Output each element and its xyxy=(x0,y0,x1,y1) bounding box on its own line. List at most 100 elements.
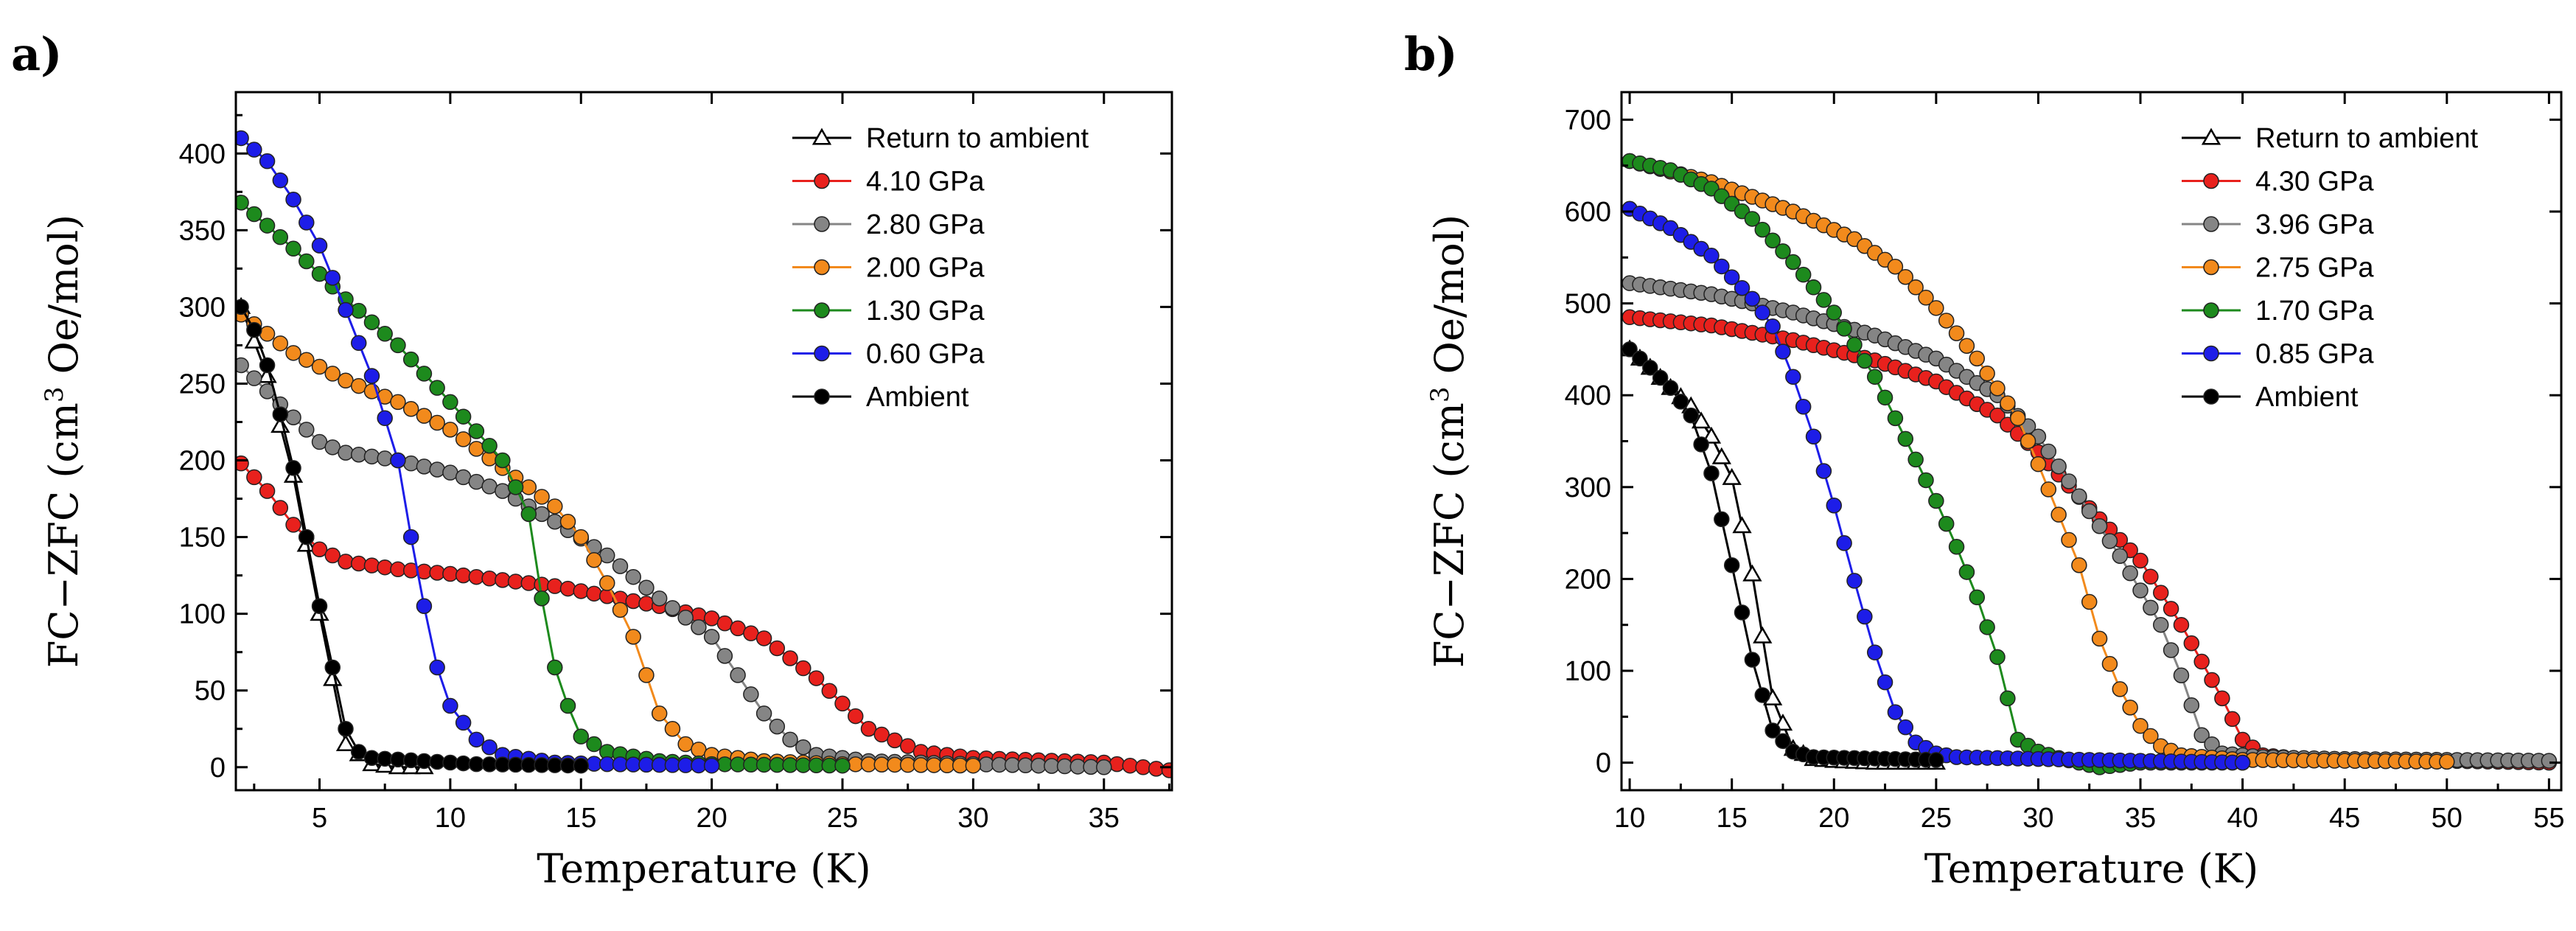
data-point xyxy=(1701,426,1722,444)
data-point xyxy=(299,422,315,438)
data-point xyxy=(808,670,825,686)
data-point xyxy=(377,750,393,767)
y-tick-label: 150 xyxy=(179,523,226,554)
data-point xyxy=(534,489,550,505)
data-point xyxy=(363,750,380,767)
data-point xyxy=(1109,756,1125,773)
data-point xyxy=(703,757,720,774)
data-point xyxy=(1703,465,1720,481)
data-point xyxy=(335,734,356,752)
data-point xyxy=(1918,472,1934,489)
data-point xyxy=(1958,564,1975,580)
data-point xyxy=(612,558,629,574)
legend-marker xyxy=(2203,259,2219,276)
legend-marker xyxy=(814,302,830,318)
legend-marker xyxy=(814,172,830,189)
data-point xyxy=(612,602,629,618)
y-axis-title-rest: Oe/mol) xyxy=(41,215,87,387)
data-point xyxy=(1836,321,1852,337)
data-point xyxy=(272,500,289,516)
legend-item: 3.96 GPa xyxy=(2182,209,2374,240)
y-tick-label: 600 xyxy=(1565,197,1611,228)
data-point xyxy=(2224,711,2241,728)
y-tick-label: 300 xyxy=(179,292,226,323)
data-point xyxy=(429,565,445,581)
data-point xyxy=(285,191,301,208)
data-point xyxy=(1907,451,1924,468)
data-point xyxy=(1897,430,1914,447)
data-point xyxy=(1722,467,1742,485)
data-point xyxy=(1897,269,1914,285)
data-point xyxy=(2112,548,2129,565)
data-point xyxy=(350,446,367,463)
data-point xyxy=(2541,753,2558,769)
data-point xyxy=(272,406,289,422)
data-point xyxy=(573,757,590,774)
data-point xyxy=(1703,248,1720,264)
data-point xyxy=(2173,616,2190,633)
data-point xyxy=(429,380,445,396)
data-point xyxy=(390,394,406,411)
data-point xyxy=(1723,557,1740,573)
data-point xyxy=(1096,759,1112,775)
legend-marker xyxy=(2203,388,2219,405)
data-point xyxy=(495,452,511,469)
data-point xyxy=(1754,221,1770,238)
legend-marker xyxy=(814,216,830,232)
data-point xyxy=(2071,557,2087,573)
legend-marker xyxy=(2203,345,2219,362)
data-point xyxy=(495,483,511,499)
plot-area xyxy=(236,130,1172,778)
data-point xyxy=(795,739,811,756)
data-point xyxy=(716,648,733,664)
y-tick-label: 300 xyxy=(1565,473,1611,503)
data-point xyxy=(311,541,328,557)
data-point xyxy=(2143,599,2159,616)
data-point xyxy=(1805,428,1822,445)
data-point xyxy=(1846,573,1863,589)
data-point xyxy=(769,640,786,657)
x-tick-label: 20 xyxy=(1818,803,1849,834)
y-axis-title: FC−ZFC (cm3 Oe/mol) xyxy=(1425,215,1473,668)
data-point xyxy=(311,265,328,282)
x-tick-label: 45 xyxy=(2329,803,2360,834)
data-point xyxy=(338,720,354,737)
data-point xyxy=(2163,601,2179,617)
x-axis-title: Temperature (K) xyxy=(1924,845,2258,892)
data-point xyxy=(1938,313,1955,329)
data-point xyxy=(2101,533,2118,549)
data-point xyxy=(2183,697,2200,714)
data-point xyxy=(1979,365,1995,382)
data-point xyxy=(402,529,419,545)
legend-marker xyxy=(811,128,832,145)
data-point xyxy=(2122,700,2138,716)
data-point xyxy=(2163,642,2179,658)
y-axis-title-rest: Oe/mol) xyxy=(1426,215,1473,387)
panel-label: a) xyxy=(11,27,63,81)
data-point xyxy=(547,578,563,594)
legend-item: 2.75 GPa xyxy=(2182,253,2374,284)
data-point xyxy=(481,571,498,587)
data-point xyxy=(259,483,276,499)
data-point xyxy=(259,326,276,342)
data-point xyxy=(402,455,419,472)
data-point xyxy=(481,739,498,756)
data-point xyxy=(455,714,472,731)
chart-panel-a: a)5 10 15 20 25 30 35050100150200250300350400T… xyxy=(11,27,1173,892)
data-point xyxy=(638,667,655,683)
data-point xyxy=(638,579,655,596)
data-point xyxy=(1135,759,1151,775)
x-tick-label: 20 xyxy=(697,803,727,834)
data-point xyxy=(468,441,485,457)
data-point xyxy=(2132,582,2149,599)
data-point xyxy=(625,568,641,585)
data-point xyxy=(416,366,433,382)
legend-item: Ambient xyxy=(792,382,969,413)
y-tick-label: 0 xyxy=(1596,748,1611,779)
data-point xyxy=(2132,718,2149,734)
data-point xyxy=(2152,585,2169,601)
legend-item: 4.10 GPa xyxy=(792,167,985,198)
data-point xyxy=(324,547,341,564)
legend-label: Ambient xyxy=(866,382,969,413)
data-point xyxy=(2193,727,2210,743)
